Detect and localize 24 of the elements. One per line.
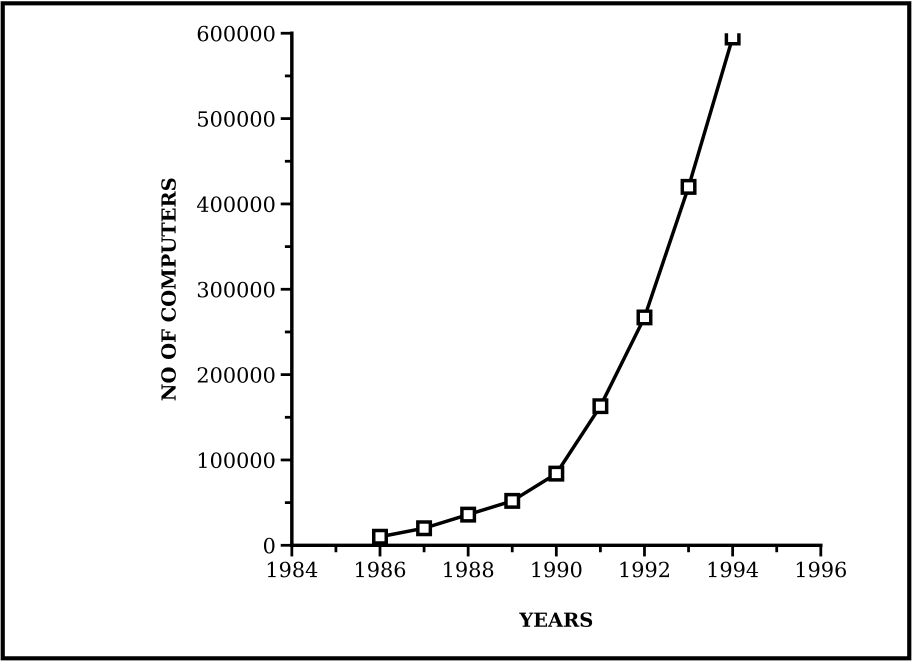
x-tick-label: 1986: [356, 562, 406, 578]
x-tick-label: 1984: [268, 562, 318, 578]
x-tick-label: 1996: [796, 562, 846, 578]
x-tick-label: 1994: [708, 562, 758, 578]
y-tick-label: 600000: [198, 26, 274, 42]
point: [504, 492, 520, 509]
y-tick-label: 500000: [198, 111, 274, 127]
y-tick-label: 400000: [196, 196, 274, 212]
point: [680, 178, 697, 195]
y-tick-label: 200000: [198, 367, 274, 383]
point: [636, 309, 652, 326]
x-axis-title: YEARS: [519, 612, 592, 628]
y-axis-title: NO OF COMPUTERS: [161, 178, 176, 400]
x-tick-label: 1992: [620, 562, 669, 578]
y-tick-label: 100000: [198, 452, 274, 468]
x-tick-label: 1990: [532, 562, 582, 578]
point: [416, 520, 432, 536]
point: [548, 466, 564, 482]
y-tick-label: 0: [264, 538, 274, 554]
point: [592, 398, 608, 414]
point: [372, 528, 388, 545]
x-tick-label: 1988: [444, 562, 494, 578]
y-tick-label: 300000: [198, 282, 274, 298]
point: [460, 506, 476, 523]
